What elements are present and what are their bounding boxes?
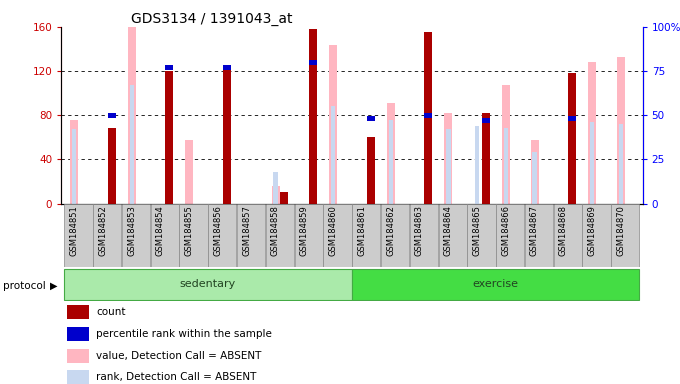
Bar	[439, 204, 466, 267]
Text: GSM184861: GSM184861	[357, 205, 367, 256]
Text: GSM184859: GSM184859	[300, 205, 309, 256]
Bar	[424, 32, 432, 204]
Bar	[67, 327, 89, 341]
Text: ▶: ▶	[50, 281, 58, 291]
Text: GSM184857: GSM184857	[242, 205, 251, 256]
Bar	[532, 152, 537, 204]
Bar	[72, 129, 76, 204]
Bar	[475, 126, 479, 204]
Bar	[273, 172, 278, 204]
Text: GSM184865: GSM184865	[473, 205, 481, 256]
Bar	[222, 65, 231, 70]
Bar	[151, 204, 179, 267]
Bar	[237, 204, 265, 267]
Text: GSM184867: GSM184867	[530, 205, 539, 257]
Bar	[329, 45, 337, 204]
Bar	[107, 128, 116, 204]
Text: GSM184854: GSM184854	[156, 205, 165, 256]
Bar	[583, 204, 611, 267]
Bar	[481, 118, 490, 123]
Bar	[410, 204, 438, 267]
Bar	[388, 121, 393, 204]
Text: value, Detection Call = ABSENT: value, Detection Call = ABSENT	[97, 351, 262, 361]
Text: GSM184856: GSM184856	[214, 205, 222, 256]
Bar	[496, 204, 524, 267]
Bar	[381, 204, 409, 267]
Bar	[367, 137, 375, 204]
Bar	[588, 62, 596, 204]
Text: percentile rank within the sample: percentile rank within the sample	[97, 329, 273, 339]
Bar	[590, 122, 594, 204]
Text: GSM184868: GSM184868	[559, 205, 568, 257]
Text: GSM184862: GSM184862	[386, 205, 395, 256]
Text: count: count	[97, 307, 126, 317]
Bar	[446, 129, 451, 204]
Text: GSM184851: GSM184851	[69, 205, 78, 256]
Bar	[67, 305, 89, 319]
Bar	[352, 269, 639, 300]
Bar	[387, 103, 395, 204]
Bar	[107, 113, 116, 118]
Bar	[128, 0, 136, 204]
Bar	[271, 186, 279, 204]
Bar	[619, 124, 624, 204]
Bar	[129, 85, 134, 204]
Text: GSM184860: GSM184860	[328, 205, 337, 256]
Text: GSM184852: GSM184852	[98, 205, 107, 256]
Bar	[67, 349, 89, 363]
Bar	[280, 192, 288, 204]
Bar	[502, 85, 510, 204]
Bar	[309, 29, 317, 204]
Text: GSM184870: GSM184870	[616, 205, 626, 256]
Bar	[611, 204, 639, 267]
Bar	[352, 204, 380, 267]
Bar	[165, 71, 173, 204]
Bar	[294, 204, 323, 267]
Bar	[568, 116, 576, 121]
Bar	[65, 204, 92, 267]
Text: GSM184858: GSM184858	[271, 205, 280, 256]
Bar	[67, 370, 89, 384]
Bar	[309, 60, 317, 65]
Bar	[467, 204, 496, 267]
Bar	[481, 113, 490, 204]
Bar	[222, 69, 231, 204]
Bar	[525, 204, 553, 267]
Bar	[93, 204, 121, 267]
Text: GSM184869: GSM184869	[588, 205, 596, 256]
Bar	[165, 65, 173, 70]
Text: GSM184853: GSM184853	[127, 205, 136, 256]
Text: protocol: protocol	[3, 281, 46, 291]
Bar	[65, 269, 352, 300]
Text: GSM184863: GSM184863	[415, 205, 424, 257]
Bar	[266, 204, 294, 267]
Text: rank, Detection Call = ABSENT: rank, Detection Call = ABSENT	[97, 372, 257, 382]
Text: GDS3134 / 1391043_at: GDS3134 / 1391043_at	[131, 12, 292, 26]
Bar	[208, 204, 237, 267]
Bar	[424, 113, 432, 118]
Bar	[185, 140, 193, 204]
Bar	[617, 57, 625, 204]
Text: exercise: exercise	[473, 279, 519, 289]
Bar	[367, 116, 375, 121]
Bar	[530, 140, 539, 204]
Text: GSM184866: GSM184866	[501, 205, 510, 257]
Text: GSM184855: GSM184855	[184, 205, 194, 256]
Bar	[70, 121, 78, 204]
Bar	[504, 127, 508, 204]
Bar	[444, 113, 452, 204]
Bar	[554, 204, 582, 267]
Text: sedentary: sedentary	[180, 279, 236, 289]
Bar	[122, 204, 150, 267]
Bar	[331, 106, 335, 204]
Bar	[568, 73, 576, 204]
Bar	[324, 204, 352, 267]
Text: GSM184864: GSM184864	[443, 205, 453, 256]
Bar	[180, 204, 207, 267]
